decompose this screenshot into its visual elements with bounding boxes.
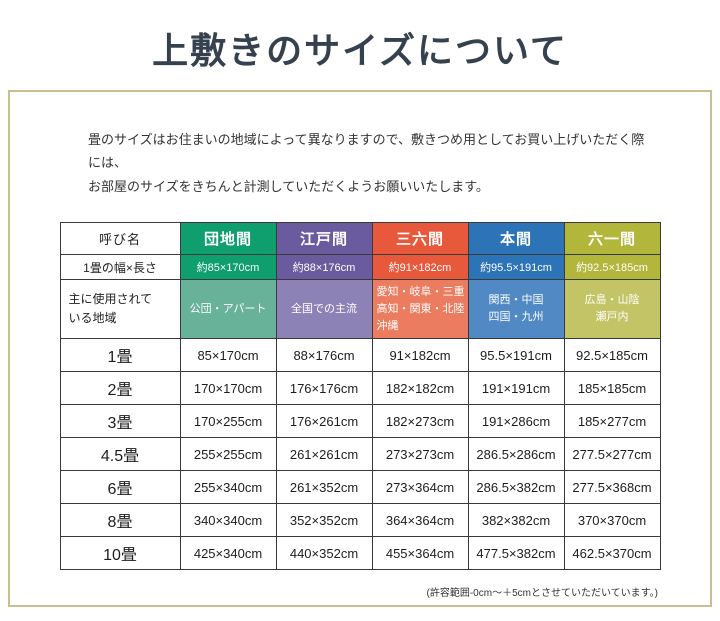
- cell: 440×352cm: [275, 536, 373, 571]
- table-row: 1畳 85×170cm 88×176cm 91×182cm 95.5×191cm…: [59, 338, 661, 373]
- region-rokuichima: 広島・山陰 瀬戸内: [563, 279, 661, 340]
- cell: 185×185cm: [563, 371, 661, 406]
- row-label: 4.5畳: [59, 437, 181, 472]
- table-header-row: 呼び名 団地間 江戸間 三六間 本間 六一間: [59, 222, 661, 256]
- cell: 255×340cm: [179, 470, 277, 505]
- tatami-size-table: 呼び名 団地間 江戸間 三六間 本間 六一間 1畳の幅×長さ 約85×170cm…: [59, 222, 661, 571]
- cell: 182×273cm: [371, 404, 469, 439]
- region-row-label: 主に使用されて いる地域: [59, 279, 181, 340]
- cell: 370×370cm: [563, 503, 661, 538]
- region-saburokuma: 愛知・岐阜・三重 高知・関東・北陸 沖縄: [371, 279, 469, 340]
- cell: 255×255cm: [179, 437, 277, 472]
- cell: 191×191cm: [467, 371, 565, 406]
- cell: 176×261cm: [275, 404, 373, 439]
- cell: 95.5×191cm: [467, 338, 565, 373]
- cell: 462.5×370cm: [563, 536, 661, 571]
- row-label: 10畳: [59, 536, 181, 571]
- table-row: 3畳 170×255cm 176×261cm 182×273cm 191×286…: [59, 404, 661, 439]
- cell: 170×255cm: [179, 404, 277, 439]
- cell: 273×364cm: [371, 470, 469, 505]
- width-edoma: 約88×176cm: [275, 254, 373, 281]
- width-row: 1畳の幅×長さ 約85×170cm 約88×176cm 約91×182cm 約9…: [59, 254, 661, 281]
- width-rokuichima: 約92.5×185cm: [563, 254, 661, 281]
- cell: 352×352cm: [275, 503, 373, 538]
- cell: 340×340cm: [179, 503, 277, 538]
- cell: 364×364cm: [371, 503, 469, 538]
- cell: 477.5×382cm: [467, 536, 565, 571]
- cell: 170×170cm: [179, 371, 277, 406]
- cell: 176×176cm: [275, 371, 373, 406]
- header-rokuichima: 六一間: [563, 222, 661, 256]
- content-frame: 畳のサイズはお住まいの地域によって異なりますので、敷きつめ用としてお買い上げいた…: [8, 90, 712, 607]
- cell: 261×352cm: [275, 470, 373, 505]
- row-label: 8畳: [59, 503, 181, 538]
- intro-line-2: お部屋のサイズをきちんと計測していただくようお願いいたします。: [88, 178, 489, 194]
- row-label: 2畳: [59, 371, 181, 406]
- header-yobina: 呼び名: [59, 222, 181, 256]
- region-danchima: 公団・アパート: [179, 279, 277, 340]
- cell: 277.5×277cm: [563, 437, 661, 472]
- cell: 277.5×368cm: [563, 470, 661, 505]
- intro-line-1: 畳のサイズはお住まいの地域によって異なりますので、敷きつめ用としてお買い上げいた…: [88, 132, 645, 171]
- cell: 286.5×286cm: [467, 437, 565, 472]
- page-title: 上敷きのサイズについて: [152, 31, 568, 71]
- row-label: 1畳: [59, 338, 181, 373]
- row-label: 6畳: [59, 470, 181, 505]
- cell: 182×182cm: [371, 371, 469, 406]
- cell: 382×382cm: [467, 503, 565, 538]
- region-honma: 関西・中国 四国・九州: [467, 279, 565, 340]
- header-saburokuma: 三六間: [371, 222, 469, 256]
- width-row-label: 1畳の幅×長さ: [59, 254, 181, 281]
- width-danchima: 約85×170cm: [179, 254, 277, 281]
- row-label: 3畳: [59, 404, 181, 439]
- table-row: 10畳 425×340cm 440×352cm 455×364cm 477.5×…: [59, 536, 661, 571]
- cell: 425×340cm: [179, 536, 277, 571]
- cell: 191×286cm: [467, 404, 565, 439]
- intro-text: 畳のサイズはお住まいの地域によって異なりますので、敷きつめ用としてお買い上げいた…: [88, 128, 650, 198]
- header-danchima: 団地間: [179, 222, 277, 256]
- cell: 261×261cm: [275, 437, 373, 472]
- cell: 273×273cm: [371, 437, 469, 472]
- cell: 91×182cm: [371, 338, 469, 373]
- cell: 455×364cm: [371, 536, 469, 571]
- cell: 286.5×382cm: [467, 470, 565, 505]
- width-honma: 約95.5×191cm: [467, 254, 565, 281]
- header-edoma: 江戸間: [275, 222, 373, 256]
- cell: 92.5×185cm: [563, 338, 661, 373]
- header-honma: 本間: [467, 222, 565, 256]
- tolerance-footnote: (許容範囲-0cm～＋5cmとさせていただいています。): [426, 588, 658, 600]
- region-edoma: 全国での主流: [275, 279, 373, 340]
- table-row: 2畳 170×170cm 176×176cm 182×182cm 191×191…: [59, 371, 661, 406]
- table-row: 6畳 255×340cm 261×352cm 273×364cm 286.5×3…: [59, 470, 661, 505]
- cell: 85×170cm: [179, 338, 277, 373]
- table-row: 4.5畳 255×255cm 261×261cm 273×273cm 286.5…: [59, 437, 661, 472]
- width-saburokuma: 約91×182cm: [371, 254, 469, 281]
- cell: 88×176cm: [275, 338, 373, 373]
- cell: 185×277cm: [563, 404, 661, 439]
- region-row: 主に使用されて いる地域 公団・アパート 全国での主流 愛知・岐阜・三重 高知・…: [59, 279, 661, 340]
- table-row: 8畳 340×340cm 352×352cm 364×364cm 382×382…: [59, 503, 661, 538]
